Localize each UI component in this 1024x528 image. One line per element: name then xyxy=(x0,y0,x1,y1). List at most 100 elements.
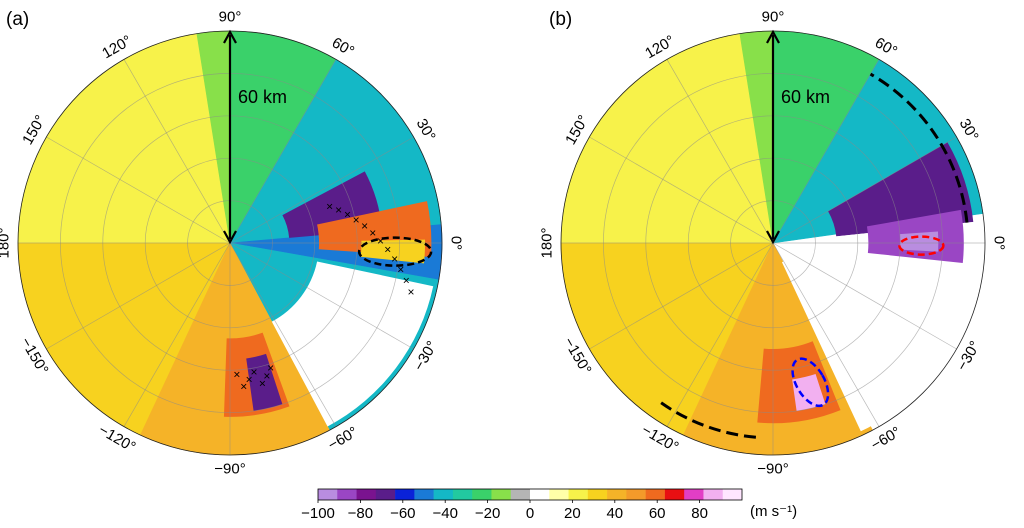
colorbar-tick-label: 40 xyxy=(606,505,623,522)
colorbar-tick-label: 60 xyxy=(649,505,666,522)
velocity-feature xyxy=(792,374,826,411)
angle-tick-label: 180° xyxy=(0,227,13,258)
velocity-feature xyxy=(360,239,426,264)
grid-spoke xyxy=(46,242,231,350)
x-marker: × xyxy=(369,226,376,240)
no-data-region xyxy=(781,221,981,432)
x-marker: × xyxy=(250,365,257,379)
colorbar-swatch xyxy=(491,489,512,500)
panel-label: (b) xyxy=(549,9,572,30)
colorbar-tick-label: −80 xyxy=(348,505,373,522)
panel-a-polar-plot: 0°30°60°90°120°150°180°−150°−120°−90°−60… xyxy=(0,9,465,478)
x-marker: × xyxy=(259,376,266,390)
angle-tick-label: −30° xyxy=(953,338,983,374)
scale-arrowhead xyxy=(766,29,780,44)
angle-tick-label: 180° xyxy=(539,227,556,258)
colorbar-swatch xyxy=(530,489,550,500)
grid-spoke xyxy=(772,242,957,350)
x-marker: × xyxy=(353,213,360,227)
colorbar-tick-label: 0 xyxy=(526,505,534,522)
x-marker: × xyxy=(361,219,368,233)
dashed-ellipse-annotation xyxy=(357,236,433,267)
colorbar-tick-label: −60 xyxy=(390,505,415,522)
grid-spoke xyxy=(589,242,774,350)
colorbar-swatch xyxy=(607,489,627,500)
x-marker: × xyxy=(377,234,384,248)
scale-arrowhead xyxy=(223,29,237,44)
grid-spoke xyxy=(772,242,880,427)
colorbar-swatch xyxy=(414,489,434,500)
colorbar-swatch xyxy=(337,489,357,500)
dashed-ellipse-annotation xyxy=(791,357,830,408)
colorbar-swatch xyxy=(452,489,473,500)
angle-tick-label: −90° xyxy=(214,461,245,478)
colorbar-tick-label: 80 xyxy=(691,505,708,522)
dashed-arc-annotation xyxy=(869,72,969,223)
angle-tick-label: −90° xyxy=(757,461,788,478)
angle-tick-label: 90° xyxy=(762,9,785,26)
colorbar-swatch xyxy=(568,489,589,500)
dashed-arc-annotation xyxy=(660,401,757,439)
angle-tick-label: 0° xyxy=(448,236,465,250)
angle-tick-label: 90° xyxy=(219,9,242,26)
x-marker: × xyxy=(326,200,333,214)
colorbar-tick-label: −100 xyxy=(301,505,335,522)
x-marker: × xyxy=(240,379,247,393)
grid-spoke xyxy=(46,136,231,244)
colorbar-swatch xyxy=(626,489,646,500)
x-marker: × xyxy=(397,262,404,276)
x-marker: × xyxy=(267,361,274,375)
scale-arrowhead xyxy=(223,230,237,245)
grid-spoke xyxy=(666,59,774,244)
panel-b-polar-plot: 0°30°60°90°120°150°180°−150°−120°−90°−60… xyxy=(539,9,1008,478)
grid-spoke xyxy=(123,242,231,427)
colorbar-swatch xyxy=(664,489,685,500)
colorbar-swatch xyxy=(703,489,724,500)
x-marker: × xyxy=(391,252,398,266)
grid-spoke xyxy=(229,136,414,244)
colorbar-swatch xyxy=(722,489,743,500)
angle-tick-label: 60° xyxy=(872,34,900,60)
x-marker: × xyxy=(408,285,415,299)
colorbar-swatch xyxy=(645,489,666,500)
grid-spoke xyxy=(229,59,337,244)
colorbar-swatch xyxy=(375,489,396,500)
scale-bar-label: 60 km xyxy=(781,87,830,107)
grid-spoke xyxy=(772,136,957,244)
dashed-ellipse-annotation xyxy=(898,235,945,256)
x-marker: × xyxy=(344,208,351,222)
x-marker: × xyxy=(263,369,270,383)
angle-tick-label: 30° xyxy=(956,116,982,144)
scale-bar-label: 60 km xyxy=(238,87,287,107)
velocity-colorbar: −100 −80 −60 −40 −20 0 20 40 60 80 (m s⁻¹) xyxy=(301,488,797,522)
colorbar-swatch xyxy=(587,489,608,500)
colorbar-swatch xyxy=(472,489,492,500)
x-marker: × xyxy=(233,367,240,381)
x-marker: × xyxy=(403,273,410,287)
colorbar-swatch xyxy=(510,489,531,500)
grid-spoke xyxy=(666,242,774,427)
colorbar-unit-label: (m s⁻¹) xyxy=(750,503,797,520)
colorbar-swatch xyxy=(549,489,569,500)
grid-spoke xyxy=(589,136,774,244)
angle-tick-label: 0° xyxy=(991,236,1008,250)
grid-spoke xyxy=(772,59,880,244)
x-marker: × xyxy=(384,243,391,257)
colorbar-tick-label: 20 xyxy=(564,505,581,522)
panel-label: (a) xyxy=(6,9,29,30)
grid-spoke xyxy=(229,242,414,350)
colorbar-tick-label: −20 xyxy=(475,505,500,522)
velocity-feature xyxy=(246,353,283,411)
x-marker: × xyxy=(246,372,253,386)
velocity-feature xyxy=(899,231,939,252)
colorbar-tick-label: −40 xyxy=(432,505,457,522)
angle-tick-label: 60° xyxy=(329,34,357,60)
angle-tick-label: −60° xyxy=(868,423,904,453)
colorbar-swatch xyxy=(684,489,704,500)
grid-spoke xyxy=(123,59,231,244)
colorbar-swatch xyxy=(356,489,377,500)
velocity-feature xyxy=(828,142,974,237)
colorbar-swatch xyxy=(318,489,338,500)
grid-spoke xyxy=(229,242,337,427)
